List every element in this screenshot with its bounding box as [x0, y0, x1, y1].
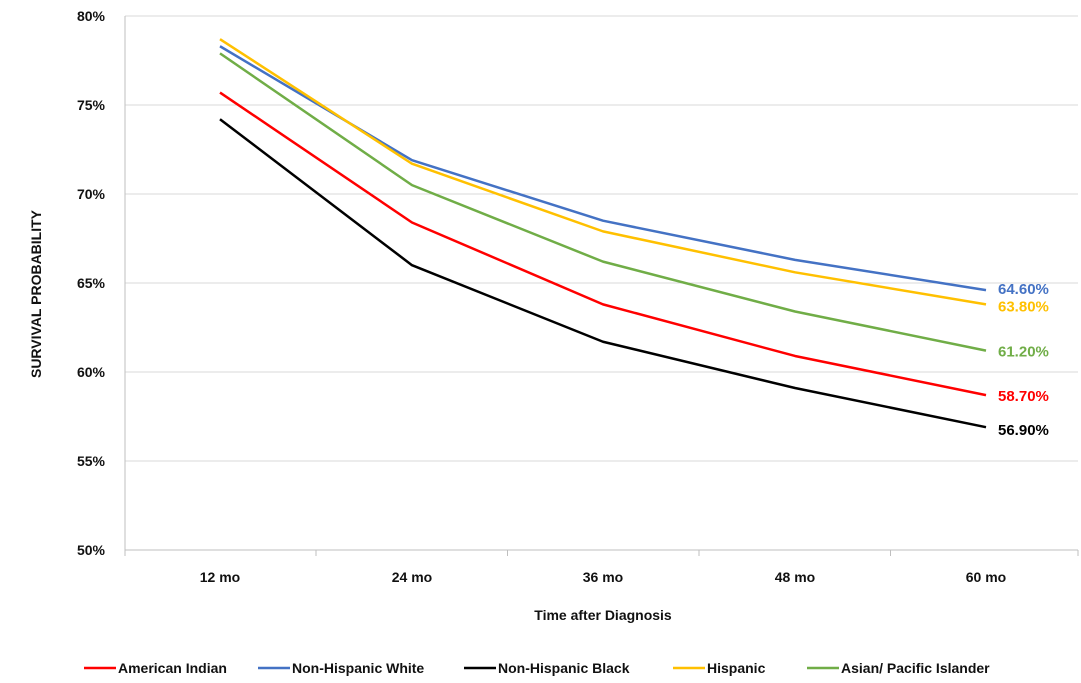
- legend-label: American Indian: [118, 660, 227, 676]
- end-data-label: 56.90%: [998, 422, 1049, 439]
- legend-label: Hispanic: [707, 660, 766, 676]
- y-tick-labels: 50% 55% 60% 65% 70% 75% 80%: [77, 8, 106, 558]
- legend-item: Non-Hispanic Black: [464, 660, 630, 676]
- y-tick-label: 80%: [77, 8, 106, 24]
- x-tick-label: 12 mo: [200, 569, 240, 585]
- end-data-label: 61.20%: [998, 344, 1049, 361]
- end-data-label: 58.70%: [998, 388, 1049, 405]
- x-tick-label: 48 mo: [775, 569, 815, 585]
- legend-label: Non-Hispanic White: [292, 660, 424, 676]
- series-line: [219, 118, 987, 429]
- x-axis-title: Time after Diagnosis: [534, 607, 672, 623]
- legend: American Indian Non-Hispanic White Non-His…: [84, 660, 990, 676]
- x-tick-labels: 12 mo 24 mo 36 mo 48 mo 60 mo: [200, 569, 1006, 585]
- series-line: [219, 52, 987, 352]
- x-tick-label: 36 mo: [583, 569, 623, 585]
- legend-label: Asian/ Pacific Islander: [841, 660, 990, 676]
- x-tick-label: 24 mo: [392, 569, 432, 585]
- series-line: [219, 91, 987, 397]
- legend-item: American Indian: [84, 660, 227, 676]
- grid-lines: [125, 15, 1078, 462]
- legend-item: Asian/ Pacific Islander: [807, 660, 990, 676]
- end-data-labels: 58.70% 64.60% 56.90% 63.80% 61.20%: [998, 281, 1049, 439]
- end-data-label: 63.80%: [998, 298, 1049, 315]
- x-tick-label: 60 mo: [966, 569, 1006, 585]
- legend-item: Hispanic: [673, 660, 766, 676]
- legend-label: Non-Hispanic Black: [498, 660, 630, 676]
- y-tick-label: 55%: [77, 453, 106, 469]
- y-tick-label: 50%: [77, 542, 106, 558]
- y-tick-label: 60%: [77, 364, 106, 380]
- legend-item: Non-Hispanic White: [258, 660, 424, 676]
- y-tick-label: 65%: [77, 275, 106, 291]
- end-data-label: 64.60%: [998, 281, 1049, 298]
- y-tick-label: 75%: [77, 97, 106, 113]
- series-lines: [219, 38, 987, 429]
- y-tick-label: 70%: [77, 186, 106, 202]
- axes: [124, 16, 1079, 556]
- series-line: [219, 45, 987, 292]
- y-axis-title: SURVIVAL PROBABILITY: [28, 209, 44, 378]
